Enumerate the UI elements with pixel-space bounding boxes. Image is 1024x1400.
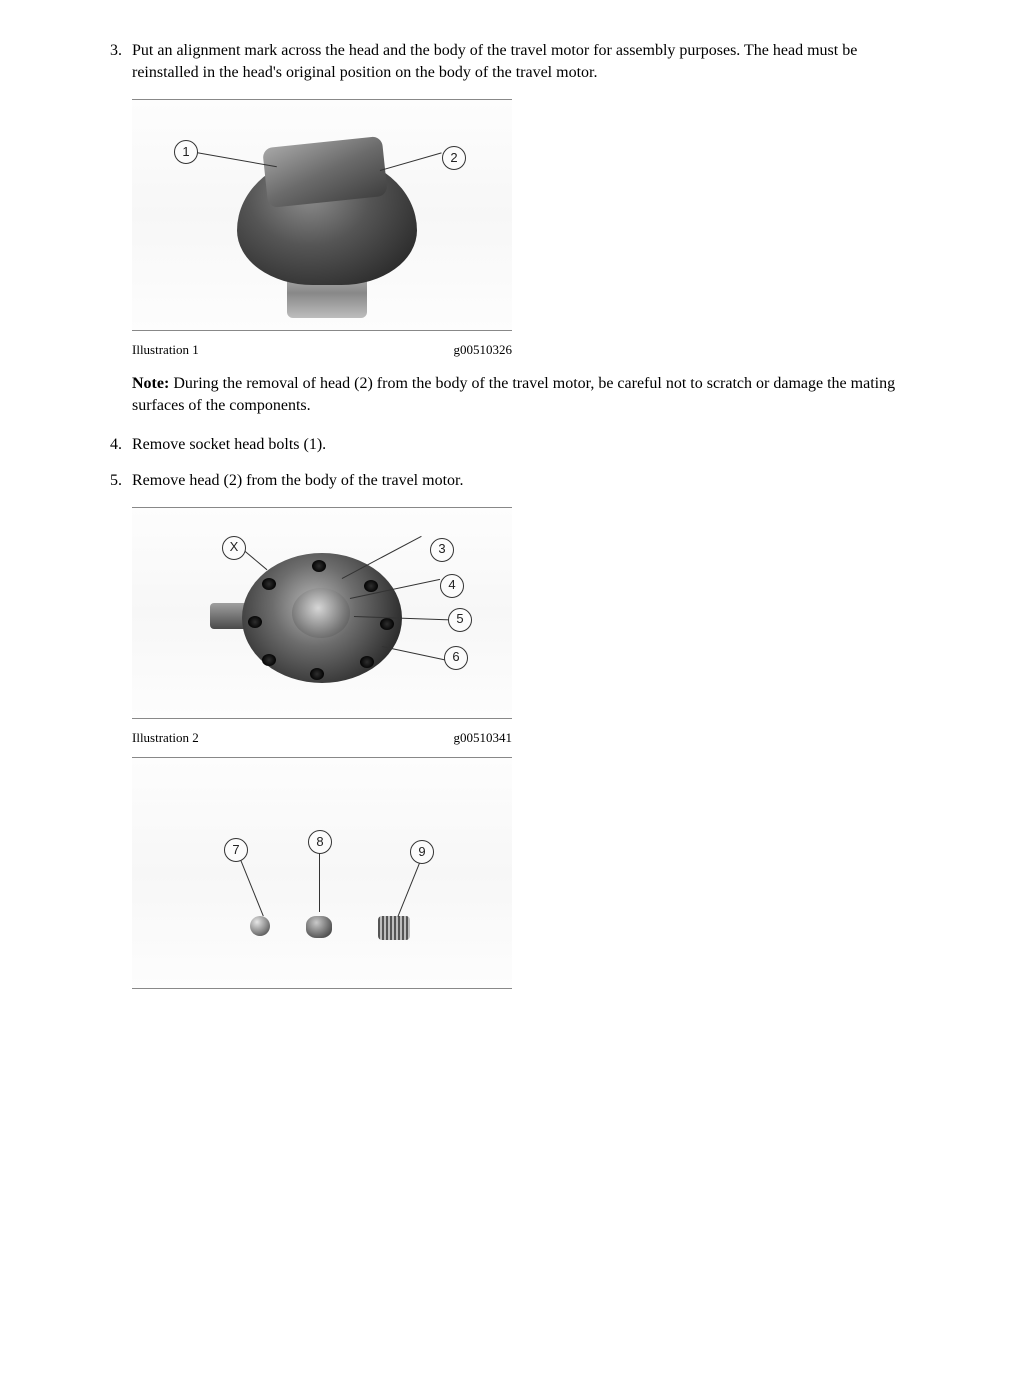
- callout-4-bubble: 4: [440, 574, 464, 598]
- callout-5: 5: [448, 608, 472, 632]
- step-4-text: Remove socket head bolts (1).: [132, 436, 326, 453]
- callout-6-leader: [382, 646, 447, 661]
- callout-8: 8: [308, 830, 332, 854]
- callout-9-bubble: 9: [410, 840, 434, 864]
- figure-2-rule-bottom: [132, 718, 512, 719]
- bolt-hole: [364, 580, 378, 592]
- callout-8-leader: [319, 852, 320, 912]
- figure-2: X 3 4 5 6: [132, 507, 922, 989]
- callout-7-bubble: 7: [224, 838, 248, 862]
- note-text: During the removal of head (2) from the …: [132, 375, 895, 414]
- callout-x-leader: [244, 550, 268, 570]
- step-5-text: Remove head (2) from the body of the tra…: [132, 472, 463, 489]
- figure-3-rule-bottom: [132, 988, 512, 989]
- callout-2-bubble: 2: [442, 146, 466, 170]
- illustration-2-image: X 3 4 5 6: [132, 508, 512, 718]
- callout-3: 3: [430, 538, 454, 562]
- callout-1-bubble: 1: [174, 140, 198, 164]
- illustration-2-code: g00510341: [454, 729, 513, 747]
- callout-1: 1: [174, 140, 198, 164]
- bolt-hole: [248, 616, 262, 628]
- note-label: Note:: [132, 375, 169, 392]
- step-5: Remove head (2) from the body of the tra…: [126, 470, 922, 989]
- illustration-1-code: g00510326: [454, 341, 513, 359]
- callout-4: 4: [440, 574, 464, 598]
- figure-1: 1 2 Illustration 1 g00510326: [132, 99, 922, 359]
- part-plug: [306, 916, 332, 938]
- bolt-hole: [380, 618, 394, 630]
- illustration-2-label: Illustration 2: [132, 729, 199, 747]
- bolt-hole: [262, 654, 276, 666]
- callout-8-bubble: 8: [308, 830, 332, 854]
- illustration-3-image: 7 8 9: [132, 758, 512, 988]
- callout-3-bubble: 3: [430, 538, 454, 562]
- callout-2-leader: [380, 152, 442, 171]
- callout-5-bubble: 5: [448, 608, 472, 632]
- bolt-hole: [262, 578, 276, 590]
- bolt-hole: [360, 656, 374, 668]
- step-4: Remove socket head bolts (1).: [126, 434, 922, 456]
- callout-7: 7: [224, 838, 248, 862]
- figure-1-rule-bottom: [132, 330, 512, 331]
- callout-x-bubble: X: [222, 536, 246, 560]
- step-3: Put an alignment mark across the head an…: [126, 40, 922, 418]
- head-center-shape: [292, 588, 350, 638]
- callout-9: 9: [410, 840, 434, 864]
- bolt-hole: [310, 668, 324, 680]
- callout-6: 6: [444, 646, 468, 670]
- illustration-2-caption: Illustration 2 g00510341: [132, 729, 512, 747]
- motor-head-shape: [262, 136, 388, 208]
- callout-x: X: [222, 536, 246, 560]
- callout-3-leader: [342, 535, 422, 578]
- part-ball: [250, 916, 270, 936]
- illustration-1-image: 1 2: [132, 100, 512, 330]
- callout-9-leader: [397, 859, 421, 917]
- callout-7-leader: [239, 858, 263, 916]
- step-3-text: Put an alignment mark across the head an…: [132, 42, 857, 81]
- callout-2: 2: [442, 146, 466, 170]
- illustration-1-label: Illustration 1: [132, 341, 199, 359]
- illustration-1-caption: Illustration 1 g00510326: [132, 341, 512, 359]
- bolt-hole: [312, 560, 326, 572]
- part-spring: [378, 916, 410, 940]
- note-block: Note: During the removal of head (2) fro…: [132, 373, 922, 418]
- callout-6-bubble: 6: [444, 646, 468, 670]
